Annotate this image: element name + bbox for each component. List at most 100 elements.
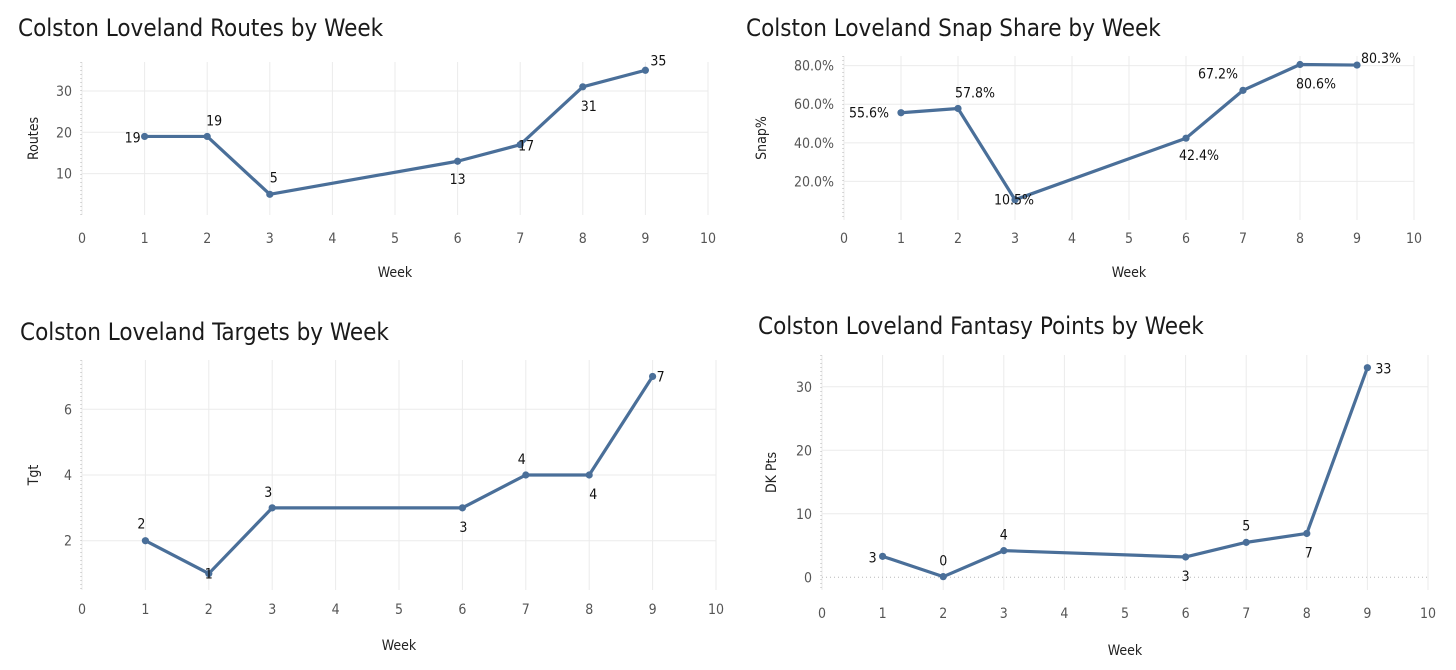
y-axis-label: Routes (26, 117, 42, 160)
data-point (1239, 87, 1246, 94)
data-label: 80.3% (1361, 51, 1401, 67)
data-point (649, 373, 656, 380)
y-tick-label: 20.0% (794, 174, 834, 190)
y-tick-label: 4 (64, 468, 72, 484)
data-point (1353, 61, 1360, 68)
x-axis-label: Week (382, 638, 417, 654)
x-tick-label: 9 (641, 231, 649, 247)
data-point (1243, 539, 1250, 546)
x-tick-label: 4 (332, 602, 340, 618)
data-label: 42.4% (1179, 148, 1219, 164)
data-point (266, 191, 273, 198)
data-point (1182, 553, 1189, 560)
data-label: 31 (581, 99, 597, 115)
data-point (879, 553, 886, 560)
data-label: 3 (459, 520, 467, 536)
x-tick-label: 10 (1420, 606, 1436, 622)
x-tick-label: 4 (1060, 606, 1068, 622)
x-tick-label: 9 (1353, 231, 1361, 247)
x-tick-label: 7 (1242, 606, 1250, 622)
x-tick-label: 6 (458, 602, 466, 618)
data-label: 17 (518, 139, 534, 155)
x-tick-label: 3 (266, 231, 274, 247)
data-label: 13 (450, 172, 466, 188)
data-label: 4 (518, 452, 526, 468)
x-tick-label: 8 (585, 602, 593, 618)
y-axis-label: Tgt (26, 465, 42, 487)
data-point (586, 471, 593, 478)
x-tick-label: 2 (954, 231, 962, 247)
data-point (1364, 364, 1371, 371)
x-tick-label: 10 (1406, 231, 1422, 247)
data-point (1182, 135, 1189, 142)
x-tick-label: 3 (1011, 231, 1019, 247)
data-label: 7 (657, 369, 665, 385)
data-label: 3 (869, 550, 877, 566)
data-label: 4 (589, 487, 597, 503)
data-point (940, 573, 947, 580)
x-tick-label: 4 (328, 231, 336, 247)
x-tick-label: 1 (879, 606, 887, 622)
data-point (642, 67, 649, 74)
x-tick-label: 0 (818, 606, 826, 622)
x-tick-label: 3 (268, 602, 276, 618)
snap-share-chart: Colston Loveland Snap Share by Week0 1 2 3 4… (728, 0, 1456, 300)
data-point (142, 537, 149, 544)
x-tick-label: 9 (1363, 606, 1371, 622)
y-tick-label: 0 (804, 570, 812, 586)
y-tick-label: 80.0% (794, 59, 834, 75)
data-point (141, 133, 148, 140)
y-tick-label: 20 (796, 443, 812, 459)
y-tick-label: 10 (56, 167, 72, 183)
x-axis-label: Week (378, 265, 413, 281)
y-axis-label: Snap% (754, 116, 770, 160)
x-tick-label: 0 (78, 231, 86, 247)
data-point (897, 109, 904, 116)
data-point (579, 83, 586, 90)
x-tick-label: 5 (391, 231, 399, 247)
data-label: 80.6% (1296, 76, 1336, 92)
x-tick-label: 7 (1239, 231, 1247, 247)
data-label: 35 (650, 53, 666, 69)
x-axis-label: Week (1108, 643, 1143, 659)
data-point (454, 158, 461, 165)
chart-title: Colston Loveland Fantasy Points by Week (758, 312, 1204, 340)
x-tick-label: 5 (395, 602, 403, 618)
x-tick-label: 5 (1125, 231, 1133, 247)
x-tick-label: 3 (1000, 606, 1008, 622)
data-label: 0 (939, 554, 947, 570)
dashboard: Colston Loveland Routes by Week 0 1 2 3 4 5 6 7 8… (0, 0, 1456, 670)
x-tick-label: 7 (516, 231, 524, 247)
x-tick-label: 5 (1121, 606, 1129, 622)
x-tick-label: 2 (939, 606, 947, 622)
y-tick-label: 40.0% (794, 136, 834, 152)
x-tick-label: 8 (579, 231, 587, 247)
x-tick-label: 8 (1296, 231, 1304, 247)
data-point (459, 504, 466, 511)
data-label: 5 (270, 170, 278, 186)
chart-title: Colston Loveland Routes by Week (18, 14, 384, 42)
x-tick-label: 2 (203, 231, 211, 247)
x-axis-label: Week (1112, 265, 1147, 281)
x-tick-label: 6 (1182, 231, 1190, 247)
targets-chart: Colston Loveland Targets by Week0 1 2 3 4 5 6 7… (0, 310, 728, 670)
x-tick-label: 4 (1068, 231, 1076, 247)
data-label: 1 (205, 567, 213, 583)
x-tick-label: 1 (897, 231, 905, 247)
data-label: 55.6% (849, 106, 889, 122)
y-tick-label: 30 (796, 380, 812, 396)
x-tick-label: 10 (700, 231, 716, 247)
data-label: 19 (125, 130, 141, 146)
data-label: 7 (1305, 545, 1313, 561)
y-tick-label: 20 (56, 125, 72, 141)
data-label: 57.8% (955, 85, 995, 101)
data-point (1000, 547, 1007, 554)
y-tick-label: 6 (64, 402, 72, 418)
y-tick-label: 30 (56, 84, 72, 100)
data-label: 19 (206, 113, 222, 129)
data-label: 4 (1000, 528, 1008, 544)
x-tick-label: 8 (1303, 606, 1311, 622)
data-point (269, 504, 276, 511)
data-point (204, 133, 211, 140)
data-label: 5 (1242, 518, 1250, 534)
